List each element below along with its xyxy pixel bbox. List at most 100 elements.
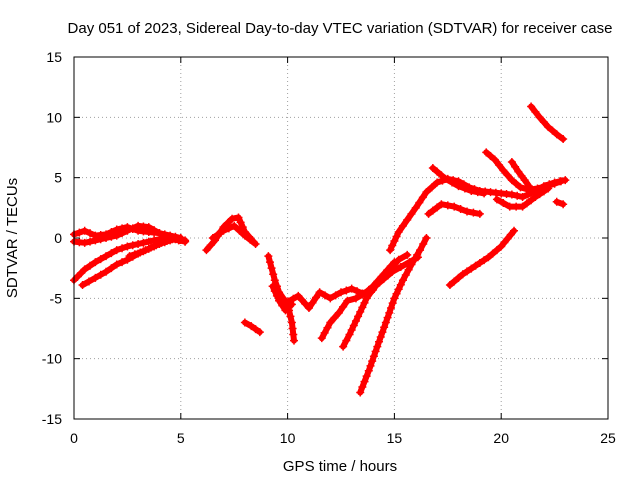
data-point <box>463 207 472 216</box>
data-point <box>315 288 324 297</box>
data-point <box>251 325 260 334</box>
data-point <box>289 294 298 303</box>
data-point <box>362 294 371 303</box>
data-point <box>386 303 395 312</box>
data-point <box>356 307 365 316</box>
data-point <box>331 291 340 300</box>
data-point <box>394 285 403 294</box>
data-point <box>456 205 465 214</box>
data-point <box>80 265 89 274</box>
data-point <box>433 167 442 176</box>
data-point <box>347 284 356 293</box>
data-point <box>342 286 351 295</box>
data-point <box>96 235 105 244</box>
data-point <box>356 388 365 397</box>
data-point <box>490 155 499 164</box>
data-point <box>518 192 527 201</box>
data-point <box>339 342 348 351</box>
data-point <box>467 264 476 273</box>
data-point <box>208 234 217 242</box>
data-point <box>503 171 512 180</box>
data-point <box>422 234 431 242</box>
data-point <box>392 232 401 241</box>
data-point <box>518 202 527 211</box>
data-point <box>174 236 183 245</box>
data-point <box>337 288 345 297</box>
y-tick-label: 15 <box>46 49 62 65</box>
data-point <box>308 298 317 307</box>
data-point <box>112 231 121 240</box>
data-point <box>364 366 373 375</box>
data-point <box>136 248 145 257</box>
data-point <box>544 184 553 193</box>
data-point <box>162 237 171 246</box>
data-point <box>492 195 501 204</box>
data-point <box>358 383 367 392</box>
data-point <box>157 238 166 247</box>
data-point <box>552 197 561 206</box>
data-point <box>214 230 223 239</box>
data-point <box>475 258 484 267</box>
data-point <box>454 273 463 282</box>
data-point <box>128 224 137 233</box>
x-tick-label: 10 <box>280 430 296 446</box>
data-point <box>123 226 132 235</box>
data-point <box>86 229 95 238</box>
data-point <box>514 167 523 176</box>
data-point <box>510 226 519 235</box>
data-point <box>267 264 276 273</box>
data-point <box>224 224 233 233</box>
chart-title: Day 051 of 2023, Sidereal Day-to-day VTE… <box>68 20 613 37</box>
grid <box>74 57 608 419</box>
data-point <box>422 188 431 197</box>
data-point <box>80 226 89 235</box>
series-layer <box>70 102 570 397</box>
data-point <box>398 276 407 285</box>
data-point <box>492 246 501 255</box>
y-tick-label: -10 <box>42 351 62 367</box>
data-point <box>383 271 392 280</box>
data-point <box>330 313 339 322</box>
data-point <box>141 246 150 255</box>
data-point <box>343 296 352 305</box>
data-point <box>522 199 531 208</box>
data-point <box>360 377 369 386</box>
data-point <box>512 179 521 188</box>
data-point <box>445 281 454 290</box>
data-point <box>428 206 437 215</box>
data-point <box>437 200 446 209</box>
data-point <box>86 261 95 270</box>
ticks <box>73 56 609 420</box>
series-arc23 <box>268 282 296 315</box>
data-point <box>410 255 419 264</box>
data-point <box>91 236 100 245</box>
data-point <box>475 209 484 218</box>
data-point <box>559 135 568 144</box>
data-point <box>275 296 284 305</box>
data-point <box>386 246 395 255</box>
y-axis-label: SDTVAR / TECUs <box>4 178 21 298</box>
data-point <box>354 312 363 321</box>
data-point <box>548 126 557 135</box>
data-point <box>527 102 536 111</box>
y-tick-labels: -15 -10 -5 0 5 10 15 <box>42 49 62 427</box>
data-point <box>535 113 544 122</box>
data-point <box>418 193 427 202</box>
series-trace <box>446 227 517 289</box>
data-point <box>290 336 299 345</box>
data-point <box>413 250 422 259</box>
data-point <box>448 178 457 187</box>
data-point <box>235 226 244 235</box>
data-point <box>294 291 303 300</box>
series-arc19 <box>507 157 533 191</box>
data-point <box>550 179 559 188</box>
data-point <box>535 190 544 199</box>
data-point <box>152 241 161 250</box>
data-point <box>77 268 86 277</box>
data-point <box>251 240 260 249</box>
data-point <box>317 334 326 343</box>
x-tick-label: 0 <box>70 430 78 446</box>
data-point <box>383 313 392 322</box>
y-tick-label: -5 <box>50 290 63 306</box>
